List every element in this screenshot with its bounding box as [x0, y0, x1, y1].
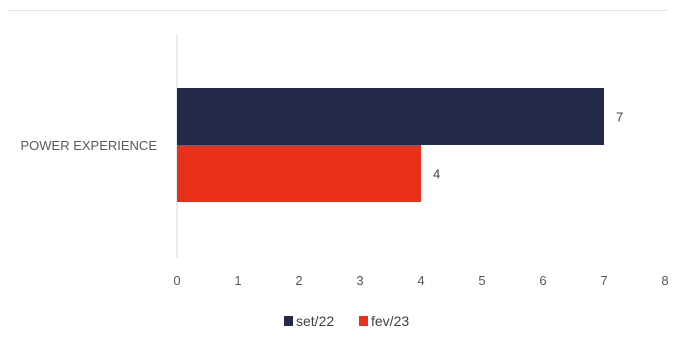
category-label: POWER EXPERIENCE [20, 138, 157, 153]
legend: set/22 fev/23 [284, 313, 409, 329]
x-tick-label: 4 [417, 273, 424, 288]
data-label: 4 [433, 167, 440, 182]
x-tick-label: 0 [173, 273, 180, 288]
x-tick-label: 1 [234, 273, 241, 288]
x-tick-label: 6 [539, 273, 546, 288]
x-tick-label: 5 [478, 273, 485, 288]
bar-fev/23 [177, 145, 421, 202]
data-labels: 74 [433, 110, 623, 182]
legend-label: set/22 [296, 313, 334, 329]
legend-swatch [359, 316, 368, 326]
bars [177, 88, 604, 202]
x-tick-label: 8 [661, 273, 668, 288]
data-label: 7 [616, 110, 623, 125]
x-tick-labels: 0 1 2 3 4 5 6 7 8 [173, 273, 668, 288]
bar-set/22 [177, 88, 604, 145]
x-tick-label: 3 [356, 273, 363, 288]
legend-swatch [284, 316, 293, 326]
legend-label: fev/23 [371, 313, 409, 329]
x-tick-label: 2 [295, 273, 302, 288]
x-tick-label: 7 [600, 273, 607, 288]
category-labels: POWER EXPERIENCE [20, 138, 157, 153]
